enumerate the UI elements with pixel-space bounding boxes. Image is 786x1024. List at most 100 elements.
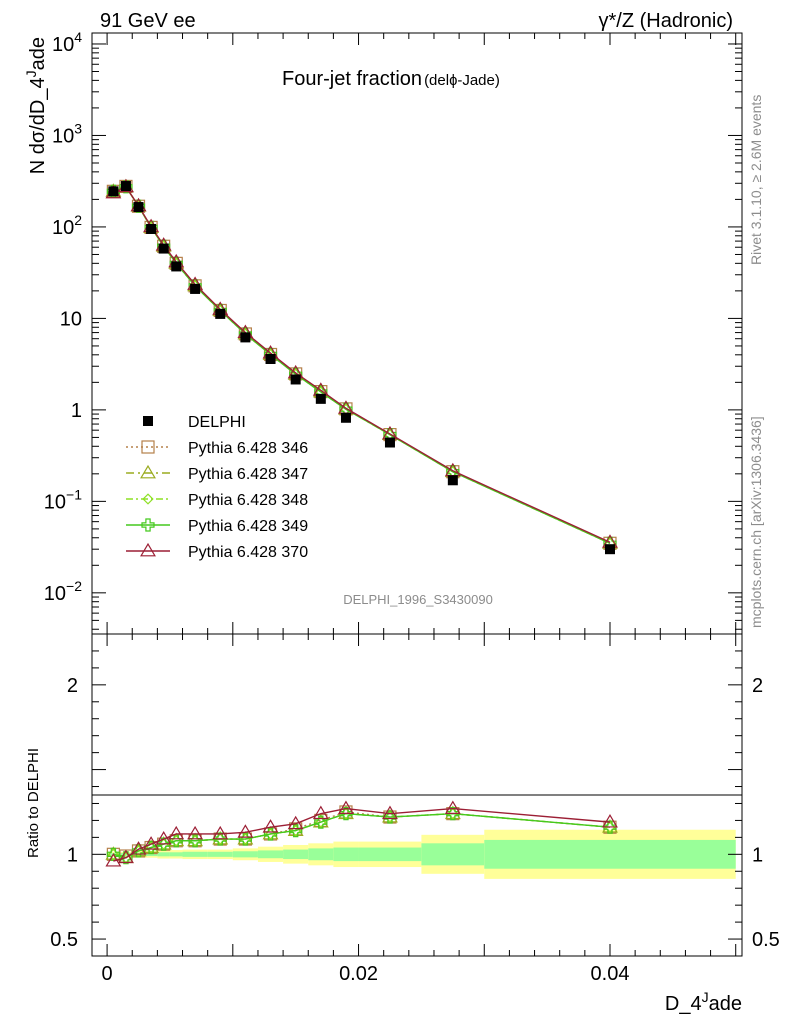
y-tick-label-ratio-right: 2 bbox=[752, 675, 763, 697]
y-axis-label-ratio: Ratio to DELPHI bbox=[25, 748, 42, 858]
marker-filled-square bbox=[447, 475, 458, 486]
marker-filled-square bbox=[158, 243, 169, 254]
band-green-8 bbox=[232, 851, 258, 858]
marker-triangle bbox=[187, 825, 204, 840]
marker-triangle bbox=[155, 830, 172, 845]
marker-filled-square bbox=[340, 412, 351, 423]
y-tick-label-main: 102 bbox=[52, 212, 82, 239]
series-5 bbox=[105, 178, 618, 867]
marker-filled-square bbox=[108, 186, 119, 197]
legend-label: Pythia 6.428 349 bbox=[188, 518, 308, 535]
tick-base: 10 bbox=[52, 34, 74, 56]
series-2 bbox=[105, 178, 618, 864]
marker-triangle bbox=[382, 805, 398, 820]
marker-triangle bbox=[262, 819, 279, 833]
marker-triangle bbox=[117, 849, 134, 864]
chart-title: Four-jet fraction (delɸ-Jade) bbox=[282, 68, 500, 90]
series-line-main bbox=[113, 185, 611, 544]
tick-base: 10 bbox=[52, 217, 74, 239]
marker-filled-square bbox=[143, 416, 153, 426]
x-tick-label: 0.04 bbox=[591, 963, 630, 985]
marker-cross bbox=[141, 518, 155, 532]
series-3 bbox=[107, 181, 616, 864]
legend-label: Pythia 6.428 347 bbox=[188, 466, 308, 483]
band-green-7 bbox=[207, 851, 233, 857]
tick-exponent: −1 bbox=[66, 486, 82, 502]
x-tick-label: 0.02 bbox=[339, 963, 378, 985]
marker-triangle bbox=[312, 805, 329, 820]
band-green-10 bbox=[283, 849, 309, 860]
tick-base: 10 bbox=[52, 125, 74, 147]
y-tick-label-main: 104 bbox=[52, 29, 82, 56]
tick-exponent: 4 bbox=[74, 29, 82, 45]
data-points bbox=[108, 181, 615, 555]
marker-triangle bbox=[602, 814, 618, 828]
y-tick-label-main: 10−2 bbox=[44, 578, 82, 605]
marker-cross bbox=[383, 810, 397, 824]
band-green-14 bbox=[421, 843, 485, 866]
y-tick-label-main: 10 bbox=[60, 308, 82, 330]
marker-triangle bbox=[143, 836, 160, 850]
analysis-label: DELPHI_1996_S3430090 bbox=[343, 592, 493, 607]
chart-title-sub: (delɸ-Jade) bbox=[424, 72, 500, 89]
header-left: 91 GeV ee bbox=[100, 10, 196, 32]
marker-filled-square bbox=[133, 202, 144, 213]
marker-triangle bbox=[130, 841, 147, 855]
band-green-1 bbox=[119, 852, 133, 856]
band-green-6 bbox=[182, 851, 208, 857]
y-tick-label-ratio: 2 bbox=[67, 675, 78, 697]
tick-base: 10 bbox=[44, 583, 66, 605]
marker-filled-square bbox=[215, 308, 226, 319]
marker-filled-square bbox=[315, 393, 326, 404]
header-right: γ*/Z (Hadronic) bbox=[599, 10, 733, 32]
series-line-ratio bbox=[113, 807, 611, 862]
series-line-main bbox=[113, 185, 611, 544]
y-tick-label-main: 103 bbox=[52, 120, 82, 147]
band-green-4 bbox=[157, 852, 170, 857]
tick-exponent: 3 bbox=[74, 120, 82, 136]
legend: DELPHI Pythia 6.428 346 Pythia 6.428 347 Py… bbox=[126, 414, 308, 561]
x-tick-label: 0 bbox=[102, 963, 113, 985]
rivet-label: Rivet 3.1.10, ≥ 2.6M events bbox=[748, 95, 764, 265]
marker-triangle bbox=[444, 800, 461, 814]
marker-triangle bbox=[140, 464, 156, 479]
y-tick-label-main: 10−1 bbox=[44, 486, 82, 513]
y-tick-label-ratio-right: 0.5 bbox=[752, 929, 780, 951]
tick-base: 10 bbox=[44, 491, 66, 513]
marker-filled-square bbox=[290, 374, 301, 385]
marker-filled-square bbox=[384, 437, 395, 448]
band-green-11 bbox=[308, 848, 334, 861]
band-green-15 bbox=[484, 839, 736, 869]
tick-exponent: 2 bbox=[74, 212, 82, 228]
legend-label-data: DELPHI bbox=[188, 414, 246, 431]
band-green-5 bbox=[169, 852, 183, 857]
marker-filled-square bbox=[120, 181, 131, 192]
y-tick-label-ratio-right: 1 bbox=[752, 844, 763, 866]
marker-triangle bbox=[237, 824, 254, 838]
marker-square bbox=[141, 440, 155, 454]
band-green-13 bbox=[358, 847, 422, 862]
series-line-main bbox=[113, 185, 611, 544]
y-tick-label-ratio: 0.5 bbox=[50, 929, 78, 951]
band-green-9 bbox=[257, 850, 284, 859]
legend-label: Pythia 6.428 346 bbox=[188, 440, 308, 457]
series-line-main bbox=[113, 185, 611, 544]
marker-triangle bbox=[168, 825, 185, 840]
marker-triangle bbox=[287, 815, 304, 830]
legend-label: Pythia 6.428 348 bbox=[188, 492, 308, 509]
axis-ticks bbox=[92, 33, 742, 957]
marker-filled-square bbox=[604, 544, 615, 555]
y-tick-label-main: 1 bbox=[71, 400, 82, 422]
marker-cross bbox=[144, 840, 158, 855]
marker-filled-square bbox=[190, 283, 201, 294]
y-tick-label-ratio: 1 bbox=[67, 844, 78, 866]
ratio-uncertainty-bands bbox=[107, 829, 736, 879]
mc-curves bbox=[105, 178, 618, 867]
y-axis-label-main: N dσ/dD_4Jade bbox=[23, 37, 49, 174]
series-line-main bbox=[113, 185, 611, 543]
marker-diamond bbox=[142, 493, 154, 505]
tick-exponent: −2 bbox=[66, 578, 82, 594]
series-1 bbox=[106, 179, 617, 863]
